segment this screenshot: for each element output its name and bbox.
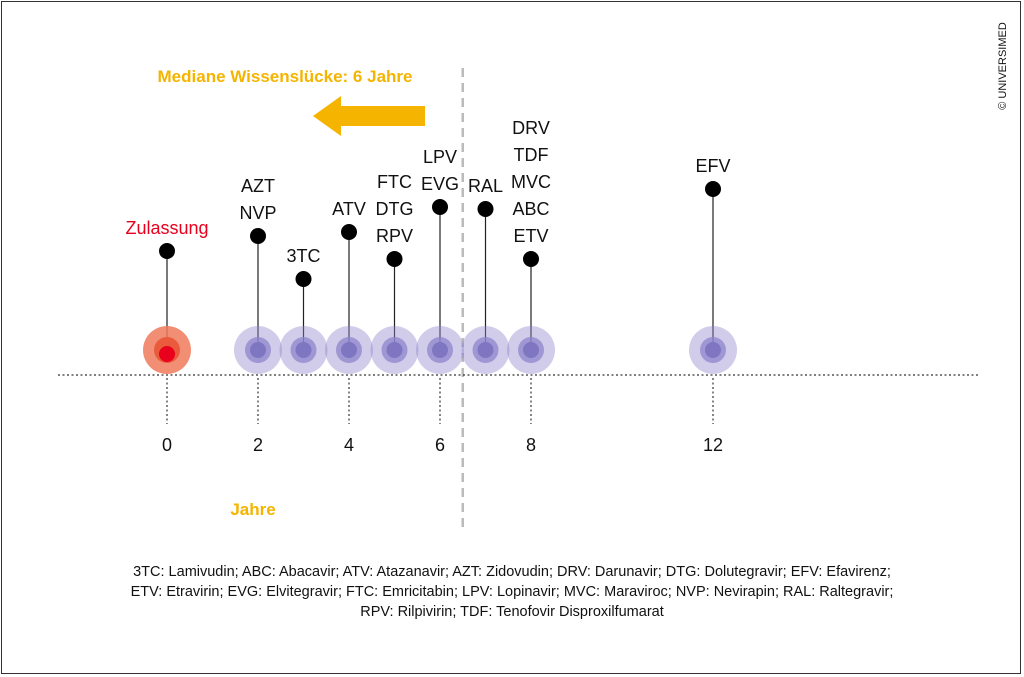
drug-label: DRV xyxy=(512,118,550,138)
drug-label: MVC xyxy=(511,172,551,192)
drug-label: RPV xyxy=(376,226,413,246)
copyright-notice: © UNIVERSIMED xyxy=(997,22,1009,110)
marker-dot xyxy=(477,201,494,217)
abbreviation-legend: 3TC: Lamivudin; ABC: Abacavir; ATV: Ataz… xyxy=(60,562,964,622)
drug-label: EVG xyxy=(421,174,459,194)
x-tick-label: 4 xyxy=(344,435,354,455)
drug-label: RAL xyxy=(468,176,503,196)
data-point xyxy=(295,342,312,358)
data-point xyxy=(705,342,721,358)
legend-line: 3TC: Lamivudin; ABC: Abacavir; ATV: Ataz… xyxy=(133,564,891,580)
drug-label: FTC xyxy=(377,172,412,192)
drug-label: ATV xyxy=(332,199,366,219)
drug-label: DTG xyxy=(376,199,414,219)
marker-dot xyxy=(341,224,357,240)
x-axis-label: Jahre xyxy=(230,500,275,519)
x-tick-label: 8 xyxy=(526,435,536,455)
marker-dot xyxy=(705,181,721,197)
marker-dot xyxy=(295,271,312,287)
marker-dot xyxy=(250,228,266,244)
drug-label: EFV xyxy=(695,156,730,176)
data-point xyxy=(341,342,357,358)
drug-label: AZT xyxy=(241,176,275,196)
drug-label: ETV xyxy=(513,226,548,246)
data-point xyxy=(250,342,266,358)
data-point xyxy=(523,342,539,358)
drug-label: LPV xyxy=(423,147,457,167)
legend-line: ETV: Etravirin; EVG: Elvitegravir; FTC: … xyxy=(130,584,894,600)
marker-dot xyxy=(386,251,403,267)
drug-label: NVP xyxy=(239,203,276,223)
marker-dot xyxy=(432,199,448,215)
drug-label: TDF xyxy=(514,145,549,165)
approval-point xyxy=(159,346,175,362)
x-tick-label: 12 xyxy=(703,435,723,455)
x-tick-label: 0 xyxy=(162,435,172,455)
data-point xyxy=(386,342,403,358)
drug-label: ABC xyxy=(512,199,549,219)
drug-label: 3TC xyxy=(286,246,320,266)
annotation-arrow xyxy=(313,96,425,136)
annotation-text: Mediane Wissenslücke: 6 Jahre xyxy=(158,67,413,86)
approval-dot xyxy=(159,243,175,259)
data-point xyxy=(477,342,494,358)
x-tick-label: 2 xyxy=(253,435,263,455)
data-point xyxy=(432,342,448,358)
x-tick-label: 6 xyxy=(435,435,445,455)
approval-label: Zulassung xyxy=(125,218,208,238)
marker-dot xyxy=(523,251,539,267)
legend-line: RPV: Rilpivirin; TDF: Tenofovir Disproxi… xyxy=(360,604,664,620)
